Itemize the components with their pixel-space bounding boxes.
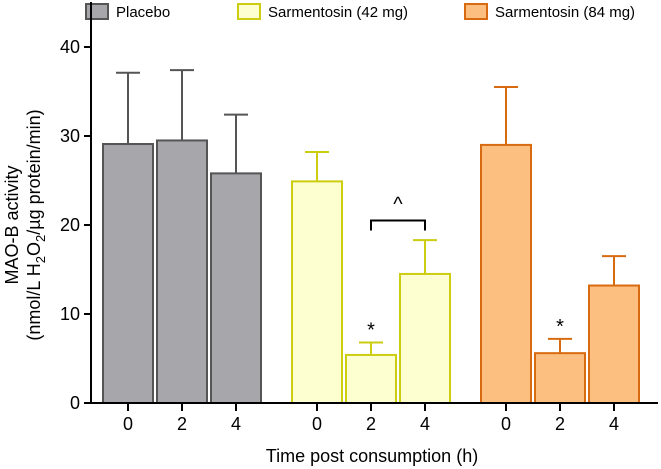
bar-group2-t2 [534, 352, 586, 405]
x-axis-title: Time post consumption (h) [266, 446, 478, 466]
y-axis-title: MAO-B activity (nmol/L H2O2/µg protein/m… [2, 109, 48, 340]
x-tick-label-group2-t0: 0 [501, 414, 511, 434]
bar-group2-t4 [588, 284, 640, 404]
y-axis-ticks: 0 10 20 30 40 [60, 37, 91, 413]
significance-star-1: * [556, 316, 564, 338]
y-axis-title-line1: MAO-B activity [2, 165, 22, 284]
legend-swatch-sarmentosin-84 [464, 3, 488, 20]
ylabel-mid: O [24, 242, 44, 256]
y-tick-label-30: 30 [60, 126, 80, 146]
x-tick-label-group1-t4: 4 [420, 414, 430, 434]
bars [102, 139, 640, 405]
bar-group0-t2 [156, 139, 208, 404]
x-tick-label-group2-t4: 4 [609, 414, 619, 434]
legend: Placebo Sarmentosin (42 mg) Sarmentosin … [85, 3, 635, 21]
y-tick-label-0: 0 [70, 393, 80, 413]
bar-group2-t0 [480, 143, 532, 404]
bar-group0-t0 [102, 143, 154, 404]
significance-annotations: * * ^ [367, 194, 564, 342]
error-bars [116, 69, 626, 355]
ylabel-prefix: (nmol/L H [24, 263, 44, 340]
x-tick-label-group0-t0: 0 [123, 414, 133, 434]
x-tick-label-group0-t2: 2 [177, 414, 187, 434]
x-tick-label-group1-t0: 0 [312, 414, 322, 434]
y-tick-label-20: 20 [60, 215, 80, 235]
legend-label-placebo: Placebo [116, 4, 170, 21]
y-tick-label-10: 10 [60, 304, 80, 324]
x-axis-ticks: 0 2 4 0 2 4 0 2 4 [123, 403, 619, 434]
legend-label-sarmentosin-42: Sarmentosin (42 mg) [268, 4, 408, 21]
bar-group1-t2 [345, 353, 397, 405]
significance-bracket [370, 219, 426, 231]
bar-group1-t0 [291, 180, 343, 404]
x-tick-label-group2-t2: 2 [555, 414, 565, 434]
ylabel-suffix: /µg protein/min) [24, 109, 44, 234]
ylabel-sub1: 2 [33, 256, 48, 263]
significance-caret: ^ [393, 194, 403, 216]
legend-swatch-placebo [85, 3, 109, 20]
legend-label-sarmentosin-84: Sarmentosin (84 mg) [495, 4, 635, 21]
y-axis-title-line2: (nmol/L H2O2/µg protein/min) [24, 109, 48, 340]
y-tick-label-40: 40 [60, 37, 80, 57]
x-tick-label-group0-t4: 4 [231, 414, 241, 434]
ylabel-sub2: 2 [33, 235, 48, 242]
bar-group0-t4 [210, 172, 262, 404]
bar-group1-t4 [399, 272, 451, 405]
significance-star-0: * [367, 319, 375, 341]
x-tick-label-group1-t2: 2 [366, 414, 376, 434]
legend-swatch-sarmentosin-42 [237, 3, 261, 20]
